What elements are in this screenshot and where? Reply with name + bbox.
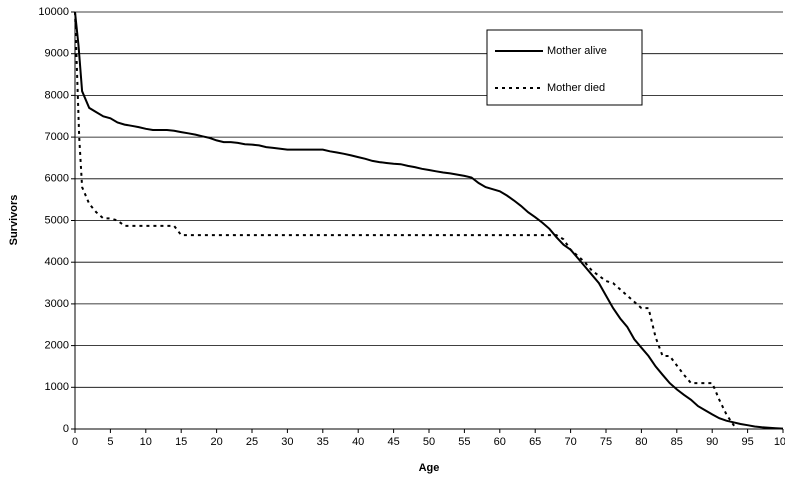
y-tick-label: 8000: [45, 89, 69, 101]
x-tick-label: 60: [494, 436, 506, 448]
y-tick-label: 0: [63, 423, 69, 435]
y-tick-label: 5000: [45, 214, 69, 226]
x-tick-label: 20: [210, 436, 222, 448]
y-axis-label: Survivors: [8, 195, 20, 246]
x-tick-label: 25: [246, 436, 258, 448]
y-tick-label: 1000: [45, 381, 69, 393]
y-tick-label: 7000: [45, 131, 69, 143]
x-tick-label: 15: [175, 436, 187, 448]
x-tick-label: 45: [387, 436, 399, 448]
y-tick-label: 6000: [45, 173, 69, 185]
x-tick-label: 90: [706, 436, 718, 448]
legend-label: Mother died: [547, 82, 605, 94]
x-tick-label: 85: [671, 436, 683, 448]
x-tick-label: 0: [72, 436, 78, 448]
y-tick-label: 9000: [45, 48, 69, 60]
legend-label: Mother alive: [547, 45, 607, 57]
x-tick-label: 55: [458, 436, 470, 448]
x-tick-label: 70: [564, 436, 576, 448]
x-tick-label: 65: [529, 436, 541, 448]
x-tick-label: 40: [352, 436, 364, 448]
y-tick-label: 10000: [38, 6, 69, 18]
x-tick-label: 30: [281, 436, 293, 448]
y-tick-label: 3000: [45, 298, 69, 310]
y-tick-label: 4000: [45, 256, 69, 268]
legend-box: [486, 29, 643, 106]
x-tick-label: 75: [600, 436, 612, 448]
x-tick-label: 5: [107, 436, 113, 448]
line-series: [74, 11, 784, 430]
x-axis-label: Age: [419, 462, 440, 474]
x-tick-label: 50: [423, 436, 435, 448]
x-tick-label: 10: [140, 436, 152, 448]
line-series: [74, 11, 738, 430]
x-tick-label: 35: [317, 436, 329, 448]
x-tick-label: 80: [635, 436, 647, 448]
y-tick-label: 2000: [45, 340, 69, 352]
x-tick-label: 100: [774, 436, 785, 448]
x-tick-label: 95: [741, 436, 753, 448]
